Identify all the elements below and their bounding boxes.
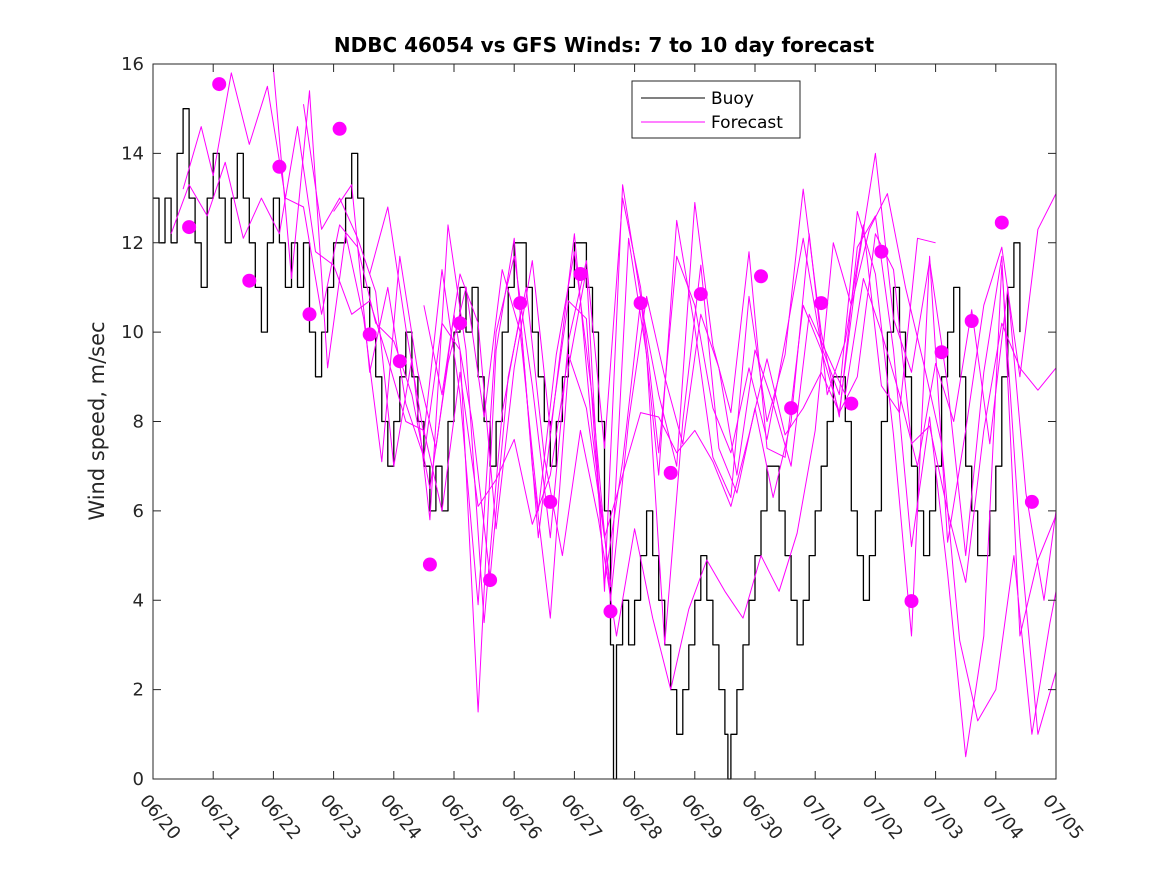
- y-tick-label: 12: [121, 233, 144, 254]
- forecast-marker: [483, 573, 498, 588]
- forecast-line-7: [170, 126, 1057, 583]
- forecast-marker: [844, 396, 859, 411]
- forecast-marker: [543, 494, 558, 509]
- forecast-marker: [362, 327, 377, 342]
- forecast-marker: [242, 273, 257, 288]
- marker-layer: [182, 77, 1039, 619]
- forecast-line-5: [369, 193, 1057, 637]
- forecast-marker: [814, 296, 829, 311]
- y-tick-label: 2: [133, 680, 144, 701]
- forecast-line-1: [182, 72, 1057, 601]
- y-tick-label: 4: [133, 590, 144, 611]
- y-tick-label: 10: [121, 322, 144, 343]
- legend: Buoy Forecast: [631, 80, 801, 139]
- forecast-marker: [573, 267, 588, 281]
- forecast-marker: [212, 77, 227, 92]
- forecast-marker: [784, 401, 799, 416]
- forecast-line-2: [272, 68, 1057, 735]
- forecast-marker: [754, 269, 768, 284]
- y-tick-label: 0: [133, 769, 144, 790]
- legend-label-forecast: Forecast: [711, 113, 783, 133]
- y-tick-label: 16: [121, 54, 144, 75]
- forecast-marker: [693, 287, 708, 302]
- y-tick-label: 6: [133, 501, 144, 522]
- forecast-line-6: [423, 152, 1057, 637]
- forecast-marker: [302, 307, 317, 322]
- forecast-marker: [422, 557, 437, 572]
- forecast-marker: [603, 604, 618, 619]
- forecast-marker: [392, 354, 407, 369]
- y-axis-label: Wind speed, m/sec: [85, 321, 109, 520]
- legend-label-buoy: Buoy: [711, 89, 754, 109]
- y-axis: 0 2 4 6 8 10 12 14 16: [121, 54, 1056, 790]
- forecast-marker: [964, 314, 979, 328]
- forecast-marker: [934, 345, 949, 360]
- forecast-marker: [663, 465, 678, 480]
- forecast-marker: [904, 594, 919, 609]
- forecast-marker: [513, 296, 528, 311]
- chart-title: NDBC 46054 vs GFS Winds: 7 to 10 day for…: [334, 33, 875, 57]
- forecast-marker: [633, 296, 648, 311]
- forecast-marker: [453, 316, 467, 331]
- forecast-marker: [272, 159, 287, 174]
- forecast-line-4: [333, 184, 1057, 758]
- legend-box: [631, 80, 801, 139]
- forecast-marker: [332, 121, 347, 136]
- forecast-marker: [874, 244, 889, 259]
- y-tick-label: 8: [133, 412, 144, 433]
- forecast-marker: [182, 220, 197, 235]
- series-layer: [153, 68, 1057, 780]
- buoy-line: [153, 108, 1021, 780]
- forecast-marker: [994, 215, 1009, 230]
- y-tick-label: 14: [121, 143, 144, 164]
- forecast-line-3: [303, 104, 936, 646]
- forecast-marker: [1024, 494, 1039, 509]
